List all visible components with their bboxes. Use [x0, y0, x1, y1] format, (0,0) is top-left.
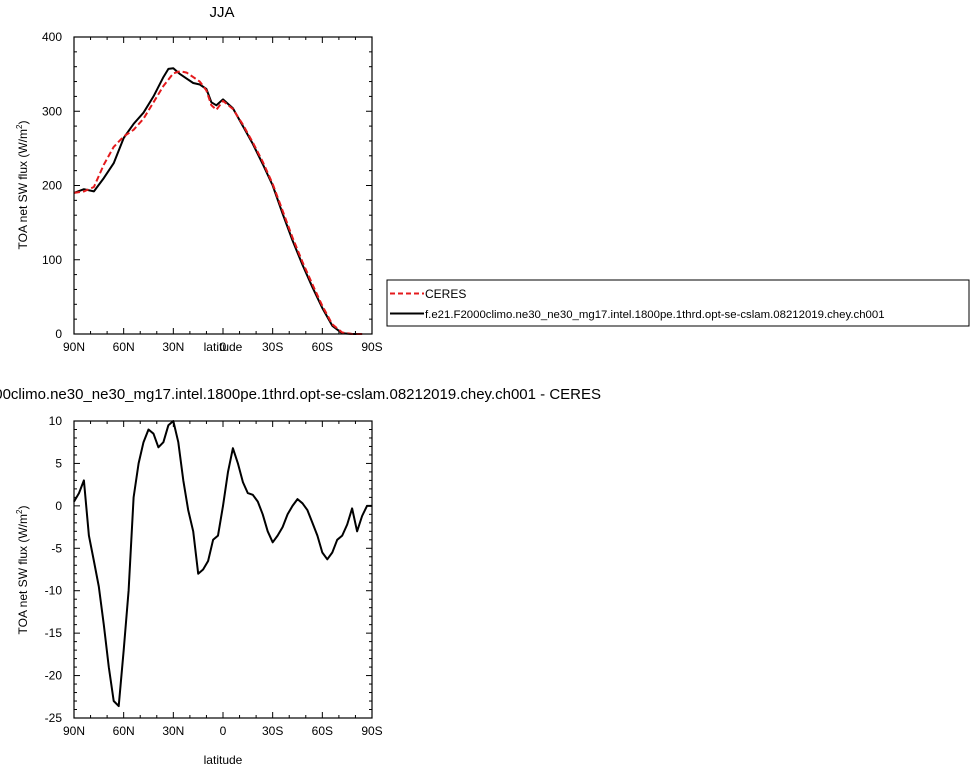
bottom-x-axis-label: latitude — [204, 753, 243, 767]
bottom-x-tick-label: 90S — [361, 724, 382, 738]
bottom-x-tick-label: 30N — [162, 724, 184, 738]
bottom-x-tick-label: 60N — [113, 724, 135, 738]
bottom-x-tick-label: 60S — [312, 724, 333, 738]
bottom-axes: 90N 60N 30N 0 30S 60S 90S -25 -20 -15 -10 -5 0 5 10 — [45, 414, 383, 738]
bottom-y-tick-label: 5 — [55, 456, 62, 470]
top-y-tick-label: 100 — [42, 253, 62, 267]
bottom-plot-frame — [73, 420, 373, 719]
bottom-x-tick-label: 0 — [220, 724, 227, 738]
top-y-tick-label: 400 — [42, 30, 62, 44]
bottom-x-tick-label: 90N — [63, 724, 85, 738]
bottom-y-tick-label: -5 — [51, 541, 62, 555]
bottom-y-tick-label: -25 — [45, 711, 63, 725]
legend-label-model: f.e21.F2000climo.ne30_ne30_mg17.intel.18… — [425, 309, 885, 321]
top-series-line-0 — [73, 70, 363, 335]
legend-box — [386, 279, 970, 327]
bottom-x-tick-label: 30S — [262, 724, 283, 738]
top-x-tick-label: 0 — [220, 340, 227, 354]
top-x-axis-label: latitude — [204, 340, 243, 354]
top-x-tick-label: 30S — [262, 340, 283, 354]
top-x-tick-label: 90N — [63, 340, 85, 354]
top-axes: 90N 60N 30N 0 30S 60S 90S 0 100 200 300 400 — [42, 30, 383, 354]
top-x-tick-label: 60S — [312, 340, 333, 354]
legend: CERES f.e21.F2000climo.ne30_ne30_mg17.in… — [386, 279, 970, 327]
bottom-y-tick-label: -20 — [45, 669, 63, 683]
bottom-y-tick-label: 0 — [55, 499, 62, 513]
top-x-tick-label: 30N — [162, 340, 184, 354]
bottom-y-tick-label: -10 — [45, 584, 63, 598]
top-y-tick-label: 300 — [42, 104, 62, 118]
top-y-axis-label: TOA net SW flux (W/m2) — [15, 121, 30, 250]
top-panel: JJA TOA net SW flux (W/m2) 90N 60N 30N 0 30S… — [15, 4, 383, 354]
bottom-panel: f.e21.F2000climo.ne30_ne30_mg17.intel.18… — [0, 386, 601, 767]
bottom-chart-title: f.e21.F2000climo.ne30_ne30_mg17.intel.18… — [0, 386, 601, 403]
bottom-y-axis-label: TOA net SW flux (W/m2) — [15, 506, 30, 635]
top-x-tick-label: 60N — [113, 340, 135, 354]
bottom-series-line-0 — [73, 420, 372, 708]
top-y-tick-label: 0 — [55, 327, 62, 341]
top-x-tick-label: 90S — [361, 340, 382, 354]
top-y-tick-label: 200 — [42, 179, 62, 193]
bottom-y-tick-label: -15 — [45, 626, 63, 640]
legend-label-ceres: CERES — [425, 287, 466, 301]
top-plot-frame — [73, 36, 373, 335]
top-chart-title: JJA — [209, 4, 234, 21]
bottom-y-tick-label: 10 — [49, 414, 63, 428]
